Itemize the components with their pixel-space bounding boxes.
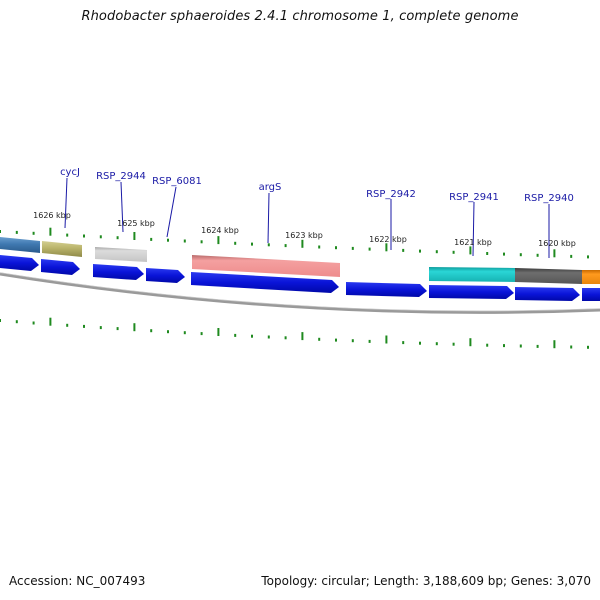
scale-ticks-lower [0,317,589,349]
gene-label-cycJ: cycJ [60,167,80,178]
genome-backbone-highlight [0,272,600,312]
cds-arrow [191,272,339,293]
leader-line-RSP_2941 [472,201,475,257]
genome-stats-text: Topology: circular; Length: 3,188,609 bp… [261,574,591,588]
leader-line-cycJ [64,177,68,229]
leader-line-argS [267,192,270,244]
kbp-label-1625: 1625 kbp [117,219,155,228]
feature-block-cycJ [42,241,82,257]
gene-label-RSP_6081: RSP_6081 [152,176,202,187]
leader-line-RSP_6081 [166,186,177,238]
kbp-label-1621: 1621 kbp [454,238,492,247]
cds-arrow [146,268,185,283]
cds-arrow [41,259,80,275]
gene-label-RSP_2940: RSP_2940 [524,193,574,204]
cds-arrow [93,264,144,280]
gene-label-argS: argS [259,182,282,193]
feature-block-RSP_2944 [95,247,147,262]
feature-block-orange [582,270,600,284]
feature-block-RSP_2940 [515,268,582,284]
cds-arrow [346,282,427,297]
feature-block-blue [0,237,40,253]
accession-text: Accession: NC_007493 [9,574,146,588]
feature-block-RSP_2941 [429,267,515,282]
map-title: Rhodobacter sphaeroides 2.4.1 chromosome… [81,9,519,24]
gene-label-RSP_2942: RSP_2942 [366,189,416,200]
cds-arrow [429,285,514,299]
feature-block-argS [192,255,340,277]
cds-arrow [0,255,39,271]
cds-arrow [515,287,580,301]
leader-lines [64,177,550,258]
gene-label-RSP_2941: RSP_2941 [449,192,499,203]
cds-arrow [582,288,600,301]
kbp-label-1626: 1626 kbp [33,211,71,220]
genome-backbone [0,272,600,314]
gene-label-RSP_2944: RSP_2944 [96,171,146,182]
leader-line-RSP_2944 [120,181,124,233]
kbp-label-1624: 1624 kbp [201,226,239,235]
kbp-label-1623: 1623 kbp [285,231,323,240]
kbp-label-1620: 1620 kbp [538,239,576,248]
scale-ticks-upper [0,227,589,259]
kbp-label-1622: 1622 kbp [369,235,407,244]
